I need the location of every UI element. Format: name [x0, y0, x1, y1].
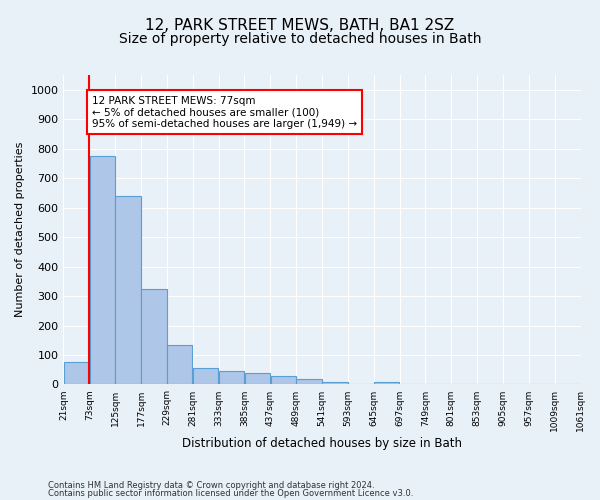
- Bar: [374, 382, 399, 384]
- Text: Size of property relative to detached houses in Bath: Size of property relative to detached ho…: [119, 32, 481, 46]
- Bar: [271, 376, 296, 384]
- Text: 12, PARK STREET MEWS, BATH, BA1 2SZ: 12, PARK STREET MEWS, BATH, BA1 2SZ: [145, 18, 455, 32]
- Bar: [322, 382, 347, 384]
- Bar: [89, 156, 115, 384]
- Bar: [115, 196, 141, 384]
- Bar: [193, 368, 218, 384]
- Bar: [219, 371, 244, 384]
- Y-axis label: Number of detached properties: Number of detached properties: [15, 142, 25, 318]
- Bar: [245, 372, 270, 384]
- Text: 12 PARK STREET MEWS: 77sqm
← 5% of detached houses are smaller (100)
95% of semi: 12 PARK STREET MEWS: 77sqm ← 5% of detac…: [92, 96, 357, 129]
- Bar: [64, 362, 89, 384]
- X-axis label: Distribution of detached houses by size in Bath: Distribution of detached houses by size …: [182, 437, 462, 450]
- Text: Contains HM Land Registry data © Crown copyright and database right 2024.: Contains HM Land Registry data © Crown c…: [48, 480, 374, 490]
- Text: Contains public sector information licensed under the Open Government Licence v3: Contains public sector information licen…: [48, 489, 413, 498]
- Bar: [296, 380, 322, 384]
- Bar: [167, 344, 193, 385]
- Bar: [141, 288, 167, 384]
